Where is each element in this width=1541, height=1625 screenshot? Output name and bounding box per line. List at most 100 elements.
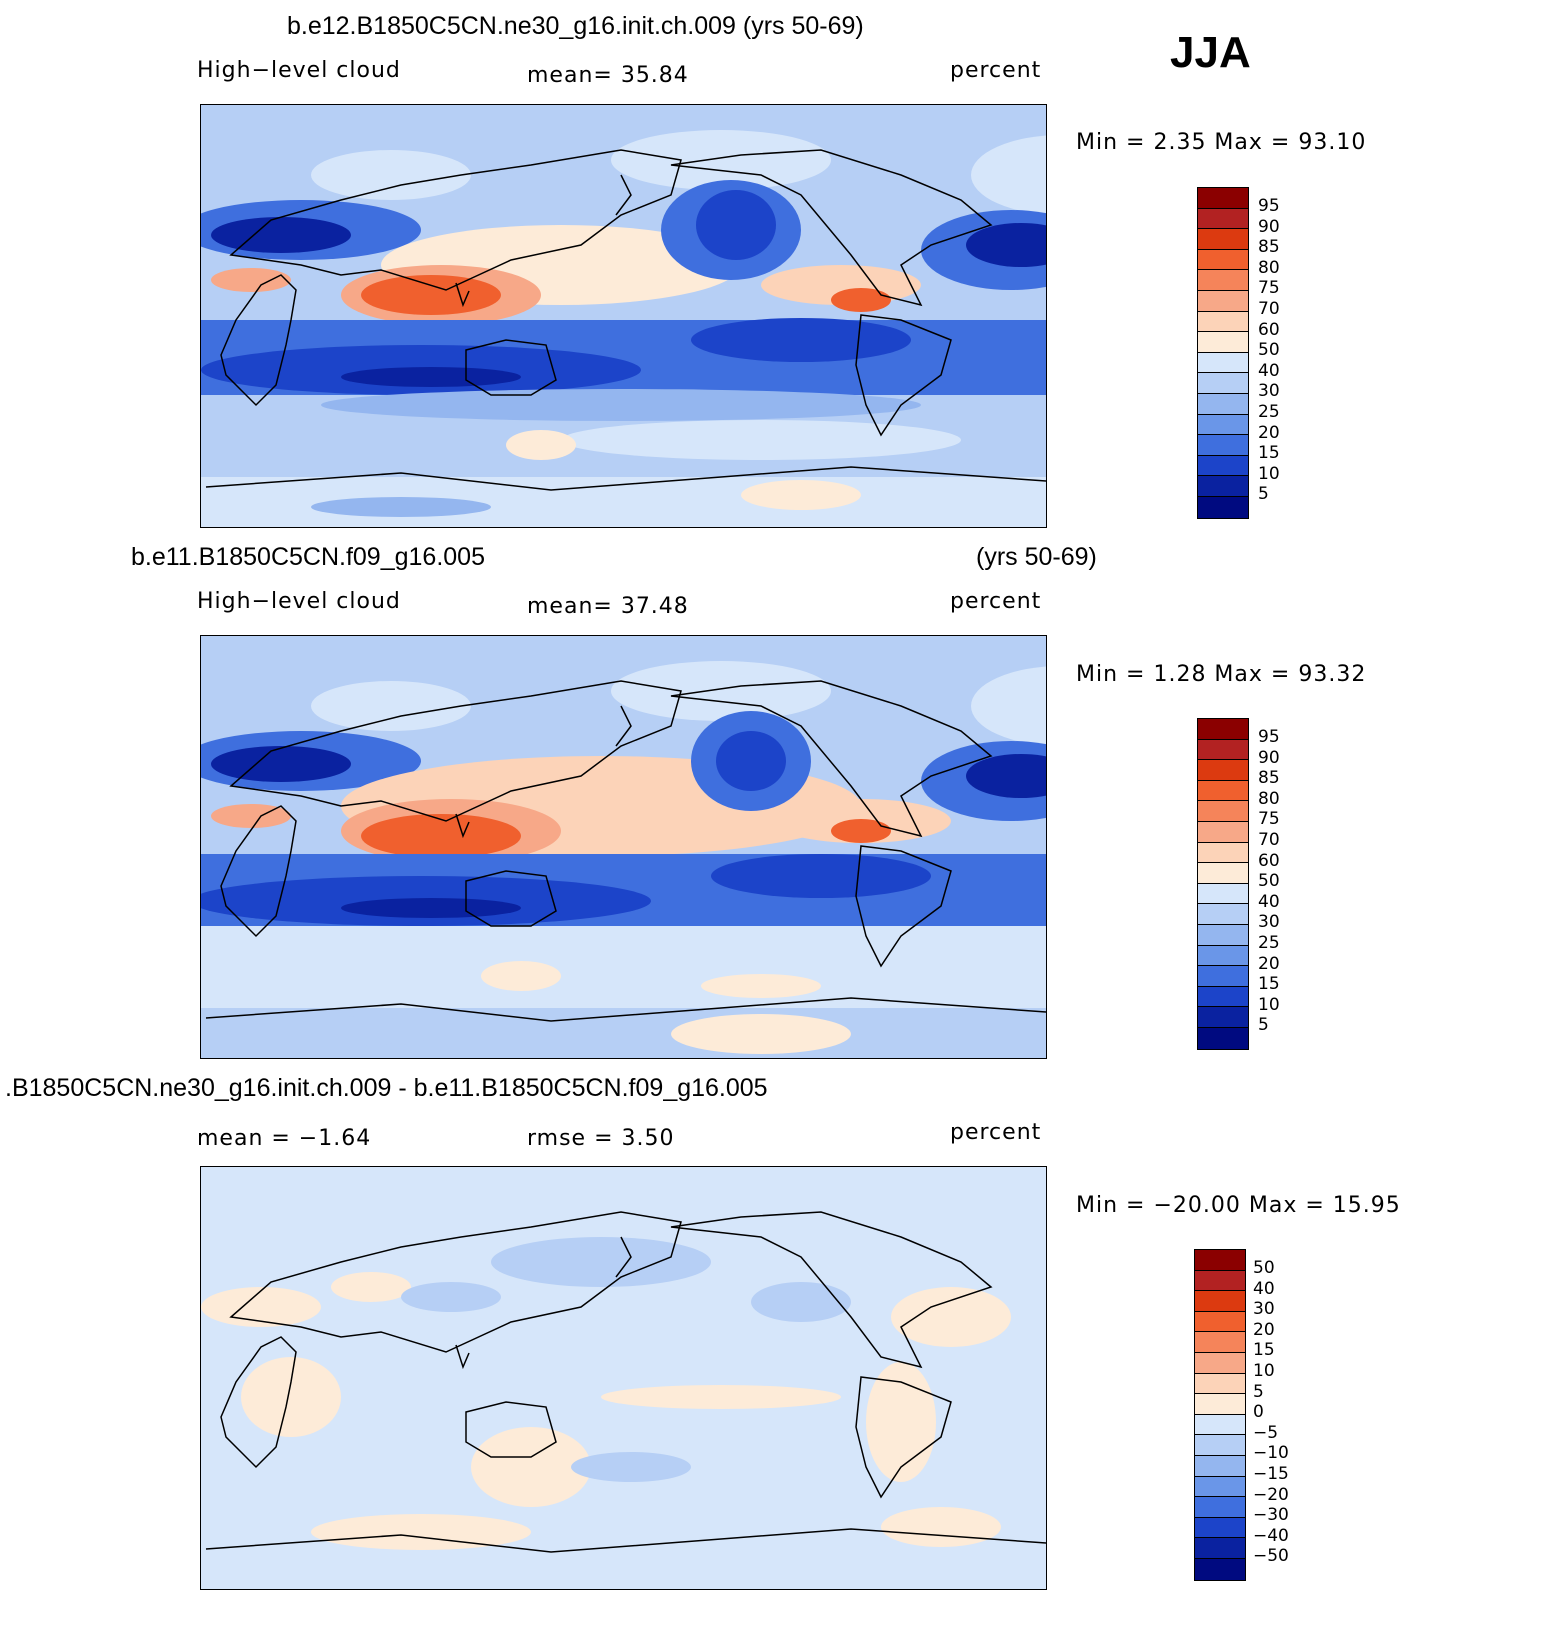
panel1-colorbar-swatch (1198, 229, 1248, 250)
panel3-colorbar-swatch (1195, 1538, 1245, 1559)
panel2-colorbar-label: 10 (1258, 994, 1280, 1015)
panel3-colorbar-swatch (1195, 1497, 1245, 1518)
panel3-colorbar-swatch (1195, 1332, 1245, 1353)
panel3-map-svg (201, 1167, 1046, 1589)
panel2-colorbar-swatch (1198, 780, 1248, 802)
panel3-colorbar-label: 0 (1253, 1402, 1264, 1423)
panel1-colorbar (1197, 187, 1249, 519)
panel3-colorbar-label: 30 (1253, 1299, 1275, 1320)
panel1-colorbar-label: 20 (1258, 422, 1280, 443)
panel2-units-label: percent (950, 589, 1042, 614)
panel3-colorbar-label: −50 (1253, 1546, 1289, 1567)
panel3-colorbar-swatch (1195, 1394, 1245, 1415)
panel2-colorbar-swatch (1198, 1007, 1248, 1028)
panel1-colorbar-swatch (1198, 270, 1248, 291)
panel2-colorbar-swatch (1198, 945, 1248, 967)
panel3-colorbar-label: −15 (1253, 1464, 1289, 1484)
panel2-colorbar-swatch (1198, 1027, 1248, 1049)
panel3-colorbar-label: 20 (1253, 1319, 1275, 1340)
panel3-title: .B1850C5CN.ne30_g16.init.ch.009 - b.e11.… (5, 1074, 768, 1102)
panel1-colorbar-swatch (1198, 414, 1248, 436)
panel2-colorbar-label: 15 (1258, 974, 1280, 995)
panel1-colorbar-swatch (1198, 290, 1248, 312)
panel1-colorbar-label: 90 (1258, 216, 1280, 237)
panel2-colorbar-label: 25 (1258, 933, 1280, 953)
panel1-colorbar-swatch (1198, 373, 1248, 394)
panel3-colorbar-label: −40 (1253, 1525, 1289, 1546)
panel1-colorbar-swatch (1198, 249, 1248, 271)
panel3-mean-label: mean = −1.64 (197, 1126, 372, 1151)
panel1-colorbar-swatch (1198, 311, 1248, 333)
panel3-colorbar-swatch (1195, 1455, 1245, 1477)
panel1-map (200, 104, 1047, 528)
panel2-colorbar-swatch (1198, 801, 1248, 822)
panel3-colorbar-label: 10 (1253, 1361, 1275, 1381)
panel2-colorbar-label: 80 (1258, 788, 1280, 809)
panel1-colorbar-label: 10 (1258, 463, 1280, 484)
panel2-colorbar-swatch (1198, 904, 1248, 925)
panel3-colorbar-swatch (1195, 1311, 1245, 1333)
panel1-minmax: Min = 2.35 Max = 93.10 (1076, 130, 1367, 155)
panel1-colorbar-label: 15 (1258, 443, 1280, 464)
panel3-colorbar-swatch (1195, 1352, 1245, 1374)
panel3-colorbar-label: −20 (1253, 1484, 1289, 1505)
panel2-colorbar-label: 30 (1258, 912, 1280, 933)
panel1-title: b.e12.B1850C5CN.ne30_g16.init.ch.009 (yr… (287, 12, 864, 40)
panel2-colorbar-label: 75 (1258, 809, 1280, 830)
panel1-colorbar-swatch (1198, 188, 1248, 209)
panel1-colorbar-label: 5 (1258, 484, 1269, 505)
panel1-colorbar-label: 80 (1258, 257, 1280, 278)
panel1-map-svg (201, 105, 1046, 527)
panel3-colorbar-label: 50 (1253, 1258, 1275, 1278)
panel2-colorbar-label: 90 (1258, 747, 1280, 768)
season-label: JJA (1170, 28, 1251, 77)
panel2-colorbar-label: 5 (1258, 1015, 1269, 1036)
panel3-colorbar-label: 40 (1253, 1278, 1275, 1299)
panel2-colorbar-swatch (1198, 821, 1248, 843)
panel3-rmse-label: rmse = 3.50 (527, 1126, 675, 1151)
panel1-colorbar-swatch (1198, 435, 1248, 456)
panel2-variable-label: High−level cloud (197, 589, 401, 614)
panel1-mean-label: mean= 35.84 (527, 63, 689, 88)
panel2-years: (yrs 50-69) (976, 543, 1097, 571)
panel2-colorbar-swatch (1198, 883, 1248, 905)
panel1-colorbar-swatch (1198, 496, 1248, 518)
panel2-minmax: Min = 1.28 Max = 93.32 (1076, 662, 1367, 687)
panel3-colorbar-swatch (1195, 1373, 1245, 1395)
panel3-colorbar (1194, 1249, 1246, 1581)
panel2-map (200, 635, 1047, 1059)
panel3-minmax: Min = −20.00 Max = 15.95 (1076, 1193, 1401, 1218)
panel3-colorbar-swatch (1195, 1414, 1245, 1436)
panel2-colorbar-swatch (1198, 924, 1248, 946)
panel2-colorbar-label: 20 (1258, 953, 1280, 974)
panel2-colorbar-swatch (1198, 760, 1248, 781)
panel2-mean-label: mean= 37.48 (527, 594, 689, 619)
panel1-colorbar-swatch (1198, 208, 1248, 230)
panel1-colorbar-swatch (1198, 476, 1248, 497)
panel3-colorbar-label: −30 (1253, 1505, 1289, 1526)
panel1-colorbar-swatch (1198, 393, 1248, 415)
panel1-colorbar-label: 95 (1258, 196, 1280, 216)
panel3-colorbar-swatch (1195, 1270, 1245, 1292)
panel1-colorbar-swatch (1198, 352, 1248, 374)
panel1-colorbar-label: 70 (1258, 299, 1280, 319)
panel2-colorbar-swatch (1198, 842, 1248, 864)
panel2-colorbar-swatch (1198, 719, 1248, 740)
panel2-colorbar-label: 85 (1258, 768, 1280, 789)
panel1-colorbar-swatch (1198, 455, 1248, 477)
panel1-colorbar-label: 75 (1258, 278, 1280, 299)
panel3-colorbar-label: −5 (1253, 1422, 1279, 1443)
panel2-colorbar-label: 40 (1258, 891, 1280, 912)
panel2-colorbar-swatch (1198, 863, 1248, 884)
panel3-colorbar-swatch (1195, 1476, 1245, 1498)
panel2-colorbar-label: 70 (1258, 830, 1280, 850)
panel1-units-label: percent (950, 58, 1042, 83)
panel2-colorbar-swatch (1198, 986, 1248, 1008)
panel2-colorbar-swatch (1198, 966, 1248, 987)
panel3-colorbar-swatch (1195, 1517, 1245, 1539)
panel3-colorbar-label: −10 (1253, 1443, 1289, 1464)
panel2-colorbar-label: 50 (1258, 871, 1280, 892)
panel1-colorbar-swatch (1198, 332, 1248, 353)
panel3-colorbar-swatch (1195, 1558, 1245, 1580)
panel2-title: b.e11.B1850C5CN.f09_g16.005 (131, 543, 485, 571)
